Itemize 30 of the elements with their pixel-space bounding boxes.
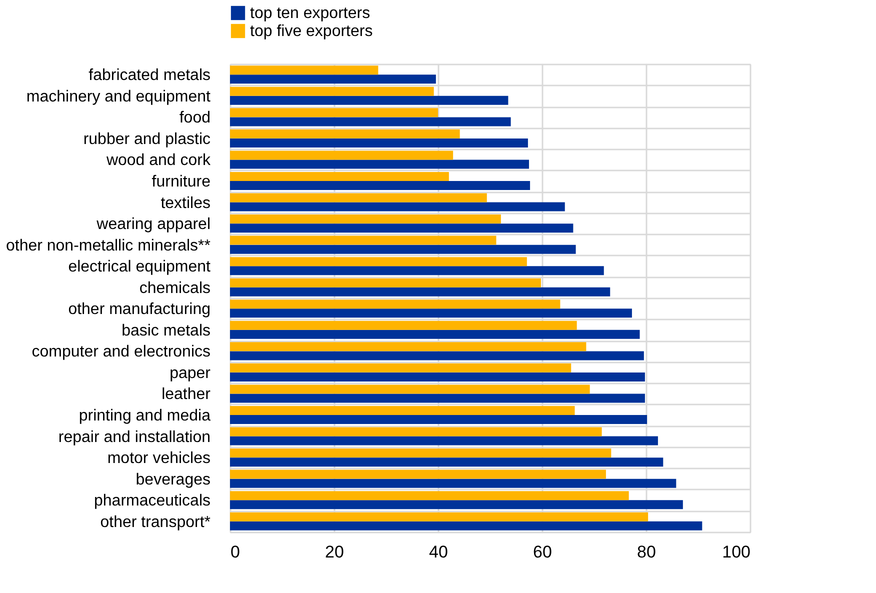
y-tick-label: furniture <box>152 174 211 190</box>
y-tick-label: motor vehicles <box>107 450 210 468</box>
y-tick-label: other transport* <box>100 514 210 531</box>
y-tick-label: basic metals <box>122 322 210 340</box>
y-tick-label: electrical equipment <box>68 258 212 276</box>
y-tick-label: paper <box>170 364 212 382</box>
x-tick-label: 80 <box>637 542 656 562</box>
y-tick-label: printing and media <box>78 408 211 424</box>
y-tick-label: beverages <box>136 471 210 488</box>
y-tick-label: chemicals <box>139 280 210 297</box>
y-tick-label: machinery and equipment <box>26 88 212 106</box>
y-tick-label: wood and cork <box>105 152 212 170</box>
x-tick-label: 40 <box>429 542 448 562</box>
x-tick-label: 0 <box>230 542 240 562</box>
y-tick-label: food <box>179 110 210 127</box>
x-tick-label: 20 <box>325 542 344 562</box>
legend-label: top ten exporters <box>250 5 370 22</box>
y-tick-label: repair and installation <box>58 428 210 446</box>
y-tick-label: computer and electronics <box>32 344 210 361</box>
y-tick-label: textiles <box>160 194 210 212</box>
y-tick-label: pharmaceuticals <box>94 492 210 510</box>
y-tick-label: other manufacturing <box>68 301 210 318</box>
y-tick-label: wearing apparel <box>96 216 210 234</box>
legend-label: top five exporters <box>250 23 373 40</box>
x-tick-label: 60 <box>533 542 552 562</box>
x-tick-label: 100 <box>722 542 750 562</box>
y-tick-label: rubber and plastic <box>83 130 210 148</box>
y-tick-label: leather <box>162 386 212 404</box>
y-tick-label: fabricated metals <box>88 67 210 84</box>
y-tick-label: other non-metallic minerals** <box>6 237 210 254</box>
